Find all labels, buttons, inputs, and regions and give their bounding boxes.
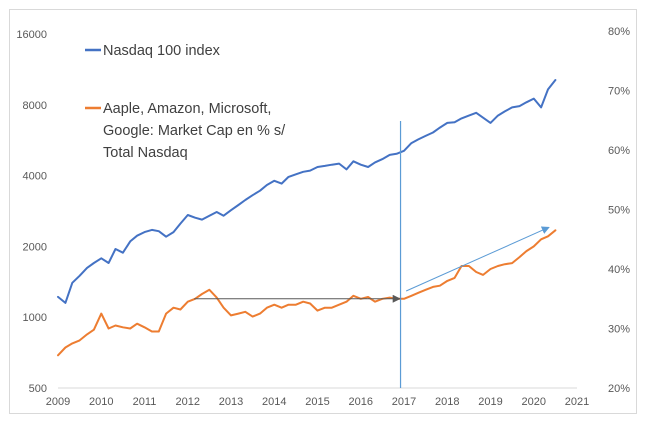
y-left-tick-label: 8000: [23, 100, 47, 112]
x-tick-label: 2016: [349, 396, 373, 408]
x-tick-label: 2015: [305, 396, 329, 408]
legend-label-big-tech-line: Aaple, Amazon, Microsoft,: [103, 101, 271, 117]
y-left-tick-label: 2000: [23, 241, 47, 253]
x-tick-label: 2013: [219, 396, 243, 408]
y-right-tick-label: 20%: [608, 383, 630, 395]
rising-trend-arrow: [405, 226, 550, 292]
legend-label-big-tech-line: Total Nasdaq: [103, 145, 188, 161]
ticks-group: 2009 2010 2011 2012 2013 2014 2015 2016 2017 2018…: [16, 26, 630, 408]
legend-label-nasdaq: Nasdaq 100 index: [103, 43, 221, 59]
x-tick-label: 2009: [46, 396, 70, 408]
x-tick-label: 2014: [262, 396, 286, 408]
y-right-tick-label: 70%: [608, 86, 630, 98]
legend: Nasdaq 100 index Aaple, Amazon, Microsoft…: [85, 43, 286, 161]
y-left-tick-label: 16000: [16, 29, 47, 41]
legend-label-big-tech-line: Google: Market Cap en % s/: [103, 123, 286, 139]
x-tick-label: 2012: [176, 396, 200, 408]
x-tick-label: 2021: [565, 396, 589, 408]
y-right-tick-label: 50%: [608, 205, 630, 217]
y-left-tick-label: 500: [29, 383, 47, 395]
x-tick-label: 2017: [392, 396, 416, 408]
big-tech-market-cap-line: [57, 229, 557, 357]
nasdaq-index-line: [57, 79, 557, 304]
chart-frame: [9, 9, 637, 414]
y-left-tick-label: 4000: [23, 171, 47, 183]
x-tick-label: 2020: [522, 396, 546, 408]
series-group: [57, 79, 557, 357]
annotations-group: [194, 121, 550, 388]
x-tick-label: 2011: [133, 396, 157, 408]
y-left-tick-label: 1000: [23, 312, 47, 324]
x-tick-label: 2019: [478, 396, 502, 408]
x-tick-label: 2010: [89, 396, 113, 408]
y-right-tick-label: 30%: [608, 324, 630, 336]
y-right-tick-label: 40%: [608, 264, 630, 276]
x-tick-label: 2018: [435, 396, 459, 408]
y-right-tick-label: 60%: [608, 145, 630, 157]
y-right-tick-label: 80%: [608, 26, 630, 38]
